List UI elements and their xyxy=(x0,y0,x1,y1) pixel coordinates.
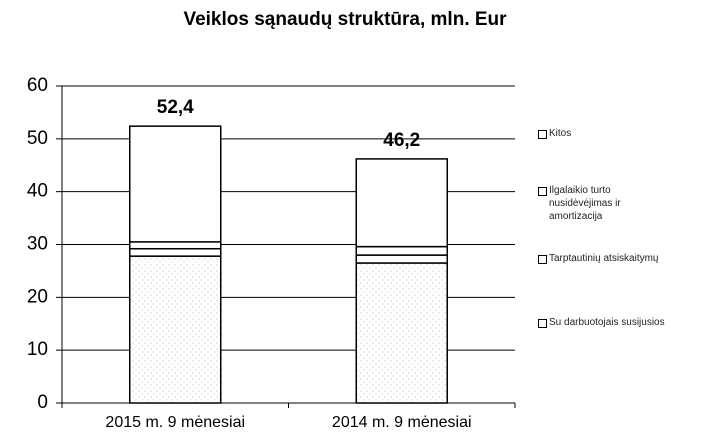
y-tick-label: 20 xyxy=(27,286,48,307)
legend-item: Kitos xyxy=(538,127,698,140)
legend-item: Su darbuotojais susijusios xyxy=(538,316,698,329)
legend-swatch xyxy=(538,255,547,264)
total-label: 46,2 xyxy=(383,130,420,151)
bar-segment xyxy=(355,245,448,256)
x-tick-label: 2015 m. 9 mėnesiai xyxy=(105,414,245,431)
y-tick-label: 0 xyxy=(37,392,48,413)
legend-item: Tarptautinių atsiskaitymų xyxy=(538,252,698,265)
legend-label: Ilgalaikio turto nusidėvėjimas ir amorti… xyxy=(549,185,621,222)
bar-segment xyxy=(355,262,448,404)
bar-segment xyxy=(355,158,448,248)
y-tick-label: 60 xyxy=(27,75,48,96)
x-tick-label: 2014 m. 9 mėnesiai xyxy=(332,414,472,431)
y-tick-label: 40 xyxy=(27,181,48,202)
chart-title: Veiklos sąnaudų struktūra, mln. Eur xyxy=(183,9,507,30)
legend-swatch xyxy=(538,130,547,139)
legend-swatch xyxy=(538,319,547,328)
bar-segment xyxy=(355,254,448,264)
bar-segment xyxy=(129,247,222,257)
y-tick-label: 30 xyxy=(27,234,48,255)
bar-segment xyxy=(129,125,222,243)
bar-segment xyxy=(129,255,222,404)
legend-label: Tarptautinių atsiskaitymų xyxy=(549,253,659,264)
legend-label: Kitos xyxy=(549,128,572,139)
legend-swatch xyxy=(538,187,547,196)
y-tick-label: 10 xyxy=(27,339,48,360)
legend-label: Su darbuotojais susijusios xyxy=(549,317,665,328)
y-tick-label: 50 xyxy=(27,128,48,149)
total-label: 52,4 xyxy=(157,97,194,118)
bar-segment xyxy=(129,241,222,250)
legend-item: Ilgalaikio turto nusidėvėjimas ir amorti… xyxy=(538,184,628,223)
